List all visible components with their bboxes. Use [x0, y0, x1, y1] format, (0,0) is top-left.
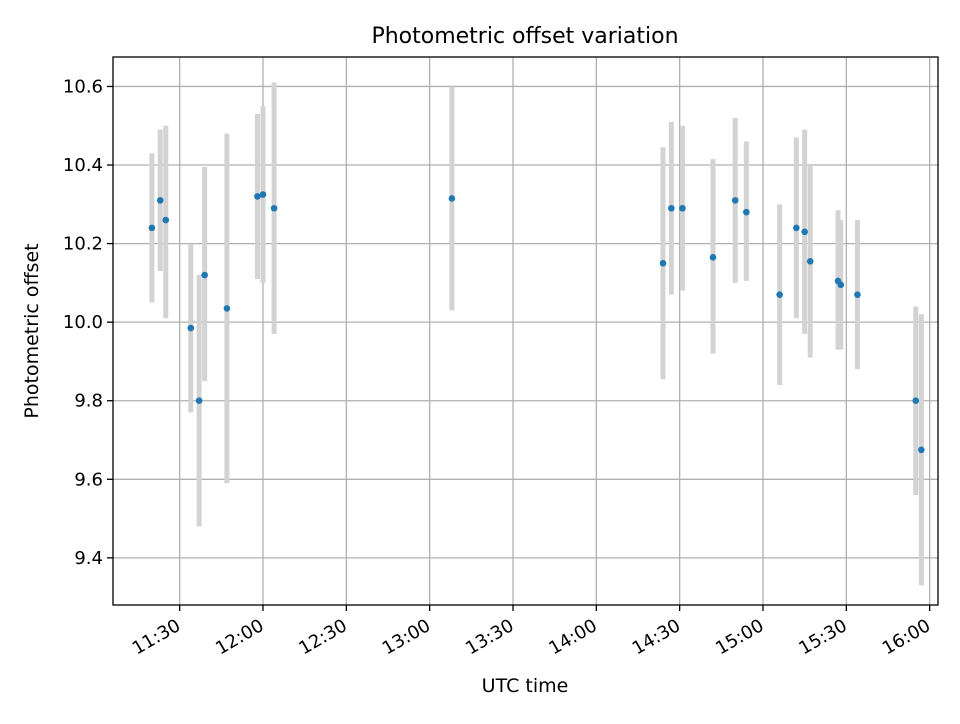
- grid: [113, 57, 938, 605]
- y-tick-label: 10.0: [63, 312, 103, 333]
- data-point: [270, 204, 278, 212]
- y-axis: 9.4 9.6 9.8 10.0 10.2 10.4 10.6: [63, 76, 113, 569]
- data-points: [148, 191, 925, 454]
- data-point: [448, 195, 456, 202]
- y-tick-label: 10.6: [63, 76, 103, 97]
- data-point: [148, 224, 156, 232]
- data-point: [776, 291, 783, 298]
- data-point: [709, 254, 717, 261]
- plot-frame: [112, 56, 939, 606]
- data-point: [162, 216, 170, 224]
- data-point: [156, 197, 164, 204]
- y-axis-label: Photometric offset: [21, 243, 43, 418]
- y-tick-label: 10.4: [63, 155, 103, 176]
- y-tick-label: 9.4: [74, 548, 103, 569]
- data-point: [743, 208, 750, 216]
- data-point: [195, 397, 203, 405]
- data-point: [254, 193, 261, 200]
- data-point: [259, 191, 267, 198]
- data-point: [918, 446, 925, 454]
- data-point: [223, 305, 231, 312]
- data-point: [806, 257, 814, 265]
- data-point: [854, 291, 861, 298]
- data-point: [912, 397, 920, 405]
- y-tick-label: 9.8: [74, 391, 103, 412]
- data-point: [837, 281, 845, 289]
- data-point: [731, 197, 739, 204]
- data-point: [801, 228, 808, 236]
- chart-title: Photometric offset variation: [371, 24, 678, 49]
- data-point: [793, 224, 800, 232]
- y-tick-label: 10.2: [63, 234, 103, 255]
- data-point: [668, 204, 675, 212]
- y-tick-label: 9.6: [74, 469, 103, 490]
- plot-area: [113, 57, 938, 605]
- data-point: [201, 271, 208, 279]
- data-point: [187, 324, 195, 332]
- data-point: [659, 259, 667, 267]
- data-point: [679, 204, 686, 212]
- x-axis-label: UTC time: [482, 675, 569, 697]
